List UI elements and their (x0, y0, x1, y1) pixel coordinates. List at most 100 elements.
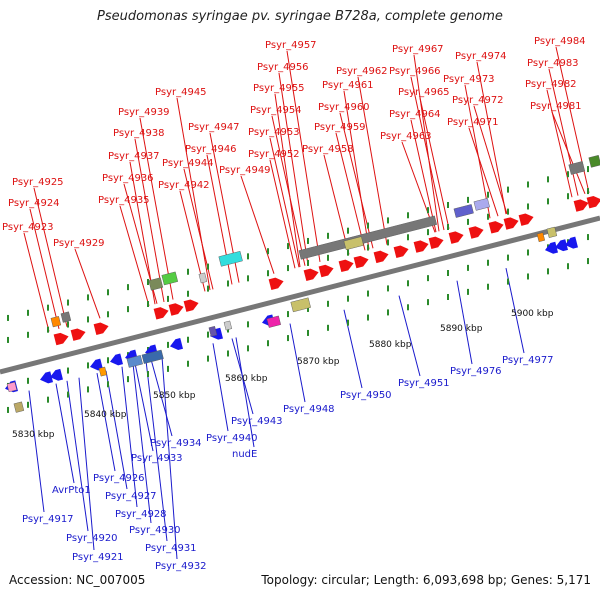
leader-line (134, 138, 165, 302)
leader-line (419, 97, 450, 229)
forward-gene-label: Psyr_4937 (108, 151, 160, 162)
scale-tick-label: 5890 kbp (440, 324, 483, 334)
gene-feature-lavender (473, 198, 490, 211)
forward-gene-arrow (573, 199, 589, 212)
genome-backbone (0, 215, 600, 375)
leader-line (33, 187, 68, 327)
forward-gene-label: Psyr_4984 (534, 36, 586, 47)
gene-features (5, 154, 600, 413)
gene-feature-blue-dark (141, 349, 164, 364)
forward-gene-label: Psyr_4955 (253, 83, 305, 94)
scale-tick-label: 5830 kbp (12, 430, 55, 440)
leader-line (546, 89, 573, 198)
scale-tick-label: 5900 kbp (511, 309, 554, 319)
leader-line (29, 208, 60, 329)
gene-feature-olive-rev (290, 297, 311, 313)
leader-line (55, 383, 75, 484)
leader-line (274, 93, 301, 268)
leader-line (66, 380, 89, 532)
reverse-gene-label: AvrPto1 (52, 485, 91, 496)
forward-gene-arrow (153, 307, 169, 320)
leader-line (323, 154, 350, 255)
forward-gene-label: Psyr_4961 (322, 80, 374, 91)
gene-feature-green (588, 154, 600, 168)
forward-gene-label: Psyr_4923 (2, 222, 54, 233)
forward-gene-label: Psyr_4971 (447, 117, 499, 128)
reverse-gene-label: Psyr_4930 (129, 525, 181, 536)
gene-feature-orange-rev (98, 366, 108, 377)
gene-feature-orange-rev2 (536, 232, 546, 243)
forward-gene-arrow (503, 217, 519, 230)
forward-gene-arrow (428, 236, 444, 249)
gene-cluster-grey (298, 215, 437, 260)
leader-line (357, 76, 388, 245)
gene-feature-green-bright (161, 271, 179, 286)
scale-tick-label: 5880 kbp (369, 340, 412, 350)
leader-line (410, 119, 437, 233)
gene-feature-steelblue (126, 355, 143, 368)
reverse-gene-label: Psyr_4951 (398, 378, 450, 389)
gene-feature-grey-small (60, 311, 72, 323)
forward-gene-arrow (53, 332, 69, 346)
reverse-gene-label: Psyr_4927 (105, 491, 157, 502)
leader-line (413, 54, 440, 232)
leader-line (23, 232, 50, 332)
leader-line (132, 363, 152, 524)
reverse-gene-label: Psyr_4948 (283, 404, 335, 415)
gene-feature-tan (13, 401, 25, 413)
topology-text: Topology: circular; Length: 6,093,698 bp… (261, 573, 591, 587)
reverse-gene-label: Psyr_4926 (93, 473, 145, 484)
leader-line (139, 117, 174, 300)
leader-line (286, 50, 321, 262)
leader-line (473, 105, 508, 215)
forward-gene-arrow (93, 322, 109, 335)
forward-gene-label: Psyr_4974 (455, 51, 507, 62)
reverse-gene-arrow (90, 358, 103, 371)
forward-gene-label: Psyr_4945 (155, 87, 207, 98)
scale-tick-label: 5850 kbp (153, 391, 196, 401)
leader-line (468, 127, 499, 217)
forward-gene-label: Psyr_4972 (452, 95, 504, 106)
gene-feature-light-rev (223, 320, 233, 331)
reverse-gene-arrow (170, 338, 183, 350)
leader-line (240, 175, 275, 274)
forward-gene-arrow (413, 240, 429, 253)
reverse-gene-label: Psyr_4921 (72, 552, 124, 563)
forward-gene-label: Psyr_4965 (398, 87, 450, 98)
forward-gene-arrow (70, 328, 86, 341)
reverse-gene-label: Psyr_4934 (150, 438, 202, 449)
forward-gene-label: Psyr_4958 (302, 144, 354, 155)
gene-feature-violet (208, 326, 218, 337)
gene-feature-grey (568, 161, 586, 175)
gene-feature-olive-rev2 (546, 226, 558, 238)
scale-tick-label: 5840 kbp (84, 410, 127, 420)
reverse-gene-label: Psyr_4943 (231, 416, 283, 427)
forward-gene-arrow (353, 255, 369, 269)
reverse-gene-label: Psyr_4950 (340, 390, 392, 401)
leader-line (289, 323, 306, 403)
forward-gene-label: Psyr_4962 (336, 66, 388, 77)
forward-gene-label: Psyr_4942 (158, 180, 210, 191)
forward-gene-label: Psyr_4981 (530, 101, 582, 112)
scale-tick-label: 5870 kbp (297, 357, 340, 367)
forward-gene-label: Psyr_4967 (392, 44, 444, 55)
forward-gene-label: Psyr_4938 (113, 128, 165, 139)
gene-feature-magenta (266, 315, 281, 328)
forward-gene-label: Psyr_4973 (443, 74, 495, 85)
leader-line (278, 72, 309, 266)
forward-gene-label: Psyr_4949 (219, 165, 271, 176)
forward-gene-label: Psyr_4952 (248, 149, 300, 160)
leader-line (398, 295, 421, 377)
forward-gene-label: Psyr_4947 (188, 122, 240, 133)
leader-line (176, 97, 211, 291)
leader-line (74, 248, 101, 319)
forward-gene-label: Psyr_4960 (318, 102, 370, 113)
scale-tick-label: 5860 kbp (225, 374, 268, 384)
forward-gene-label: Psyr_4963 (380, 131, 432, 142)
leader-line (235, 337, 255, 448)
forward-gene-arrow (393, 245, 409, 258)
reverse-gene-arrow (50, 368, 63, 381)
leader-line (145, 360, 168, 542)
leader-line (134, 363, 154, 452)
